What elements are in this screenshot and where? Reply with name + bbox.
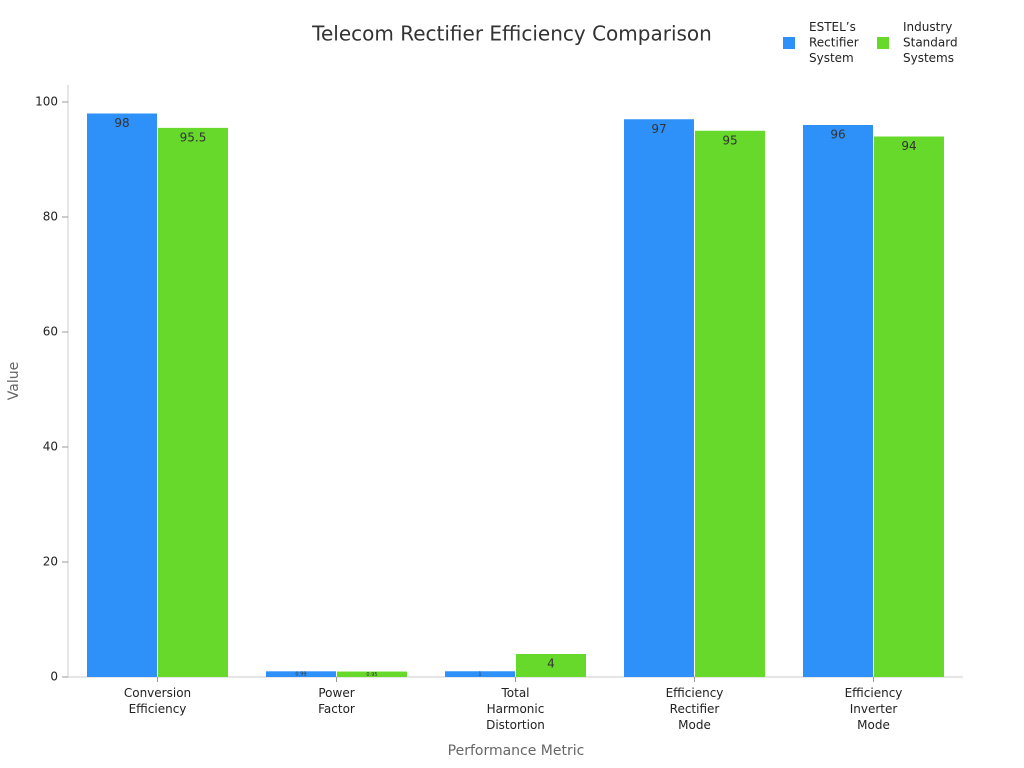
value-label: 4 — [547, 657, 555, 671]
x-tick-label: Efficiency Rectifier Mode — [666, 686, 724, 732]
bar — [874, 136, 944, 677]
chart-title: Telecom Rectifier Efficiency Comparison — [311, 22, 712, 46]
bar — [624, 119, 694, 677]
value-label: 97 — [651, 122, 666, 136]
bar — [337, 671, 407, 677]
x-axis-label: Performance Metric — [448, 743, 585, 759]
value-label: 96 — [830, 128, 845, 142]
bar — [158, 127, 228, 677]
y-tick-label: 80 — [43, 210, 58, 224]
bar — [803, 125, 873, 677]
legend-label: ESTEL’s Rectifier System — [809, 20, 859, 65]
legend-swatch — [877, 37, 889, 49]
y-tick-label: 0 — [50, 670, 58, 684]
value-label: 95.5 — [180, 130, 207, 144]
y-tick-label: 20 — [43, 555, 58, 569]
value-label: 0.99 — [295, 672, 306, 678]
x-tick-label: Conversion Efficiency — [124, 686, 191, 716]
bar — [695, 130, 765, 677]
x-tick-label: Power Factor — [318, 686, 355, 716]
bar — [266, 671, 336, 677]
legend-swatch — [783, 37, 795, 49]
value-label: 1 — [478, 672, 481, 678]
value-label: 98 — [114, 116, 129, 130]
value-label: 95 — [722, 133, 737, 147]
y-tick-label: 60 — [43, 325, 58, 339]
x-tick-label: Total Harmonic Distortion — [486, 686, 545, 732]
y-tick-label: 100 — [35, 95, 58, 109]
y-tick-label: 40 — [43, 440, 58, 454]
bar — [516, 654, 586, 677]
bar — [87, 113, 157, 677]
legend-label: Industry Standard Systems — [903, 20, 958, 65]
value-label: 94 — [901, 139, 916, 153]
x-tick-label: Efficiency Inverter Mode — [845, 686, 903, 732]
value-label: 0.95 — [366, 672, 377, 678]
y-axis-label: Value — [6, 362, 22, 400]
bar — [445, 671, 515, 677]
